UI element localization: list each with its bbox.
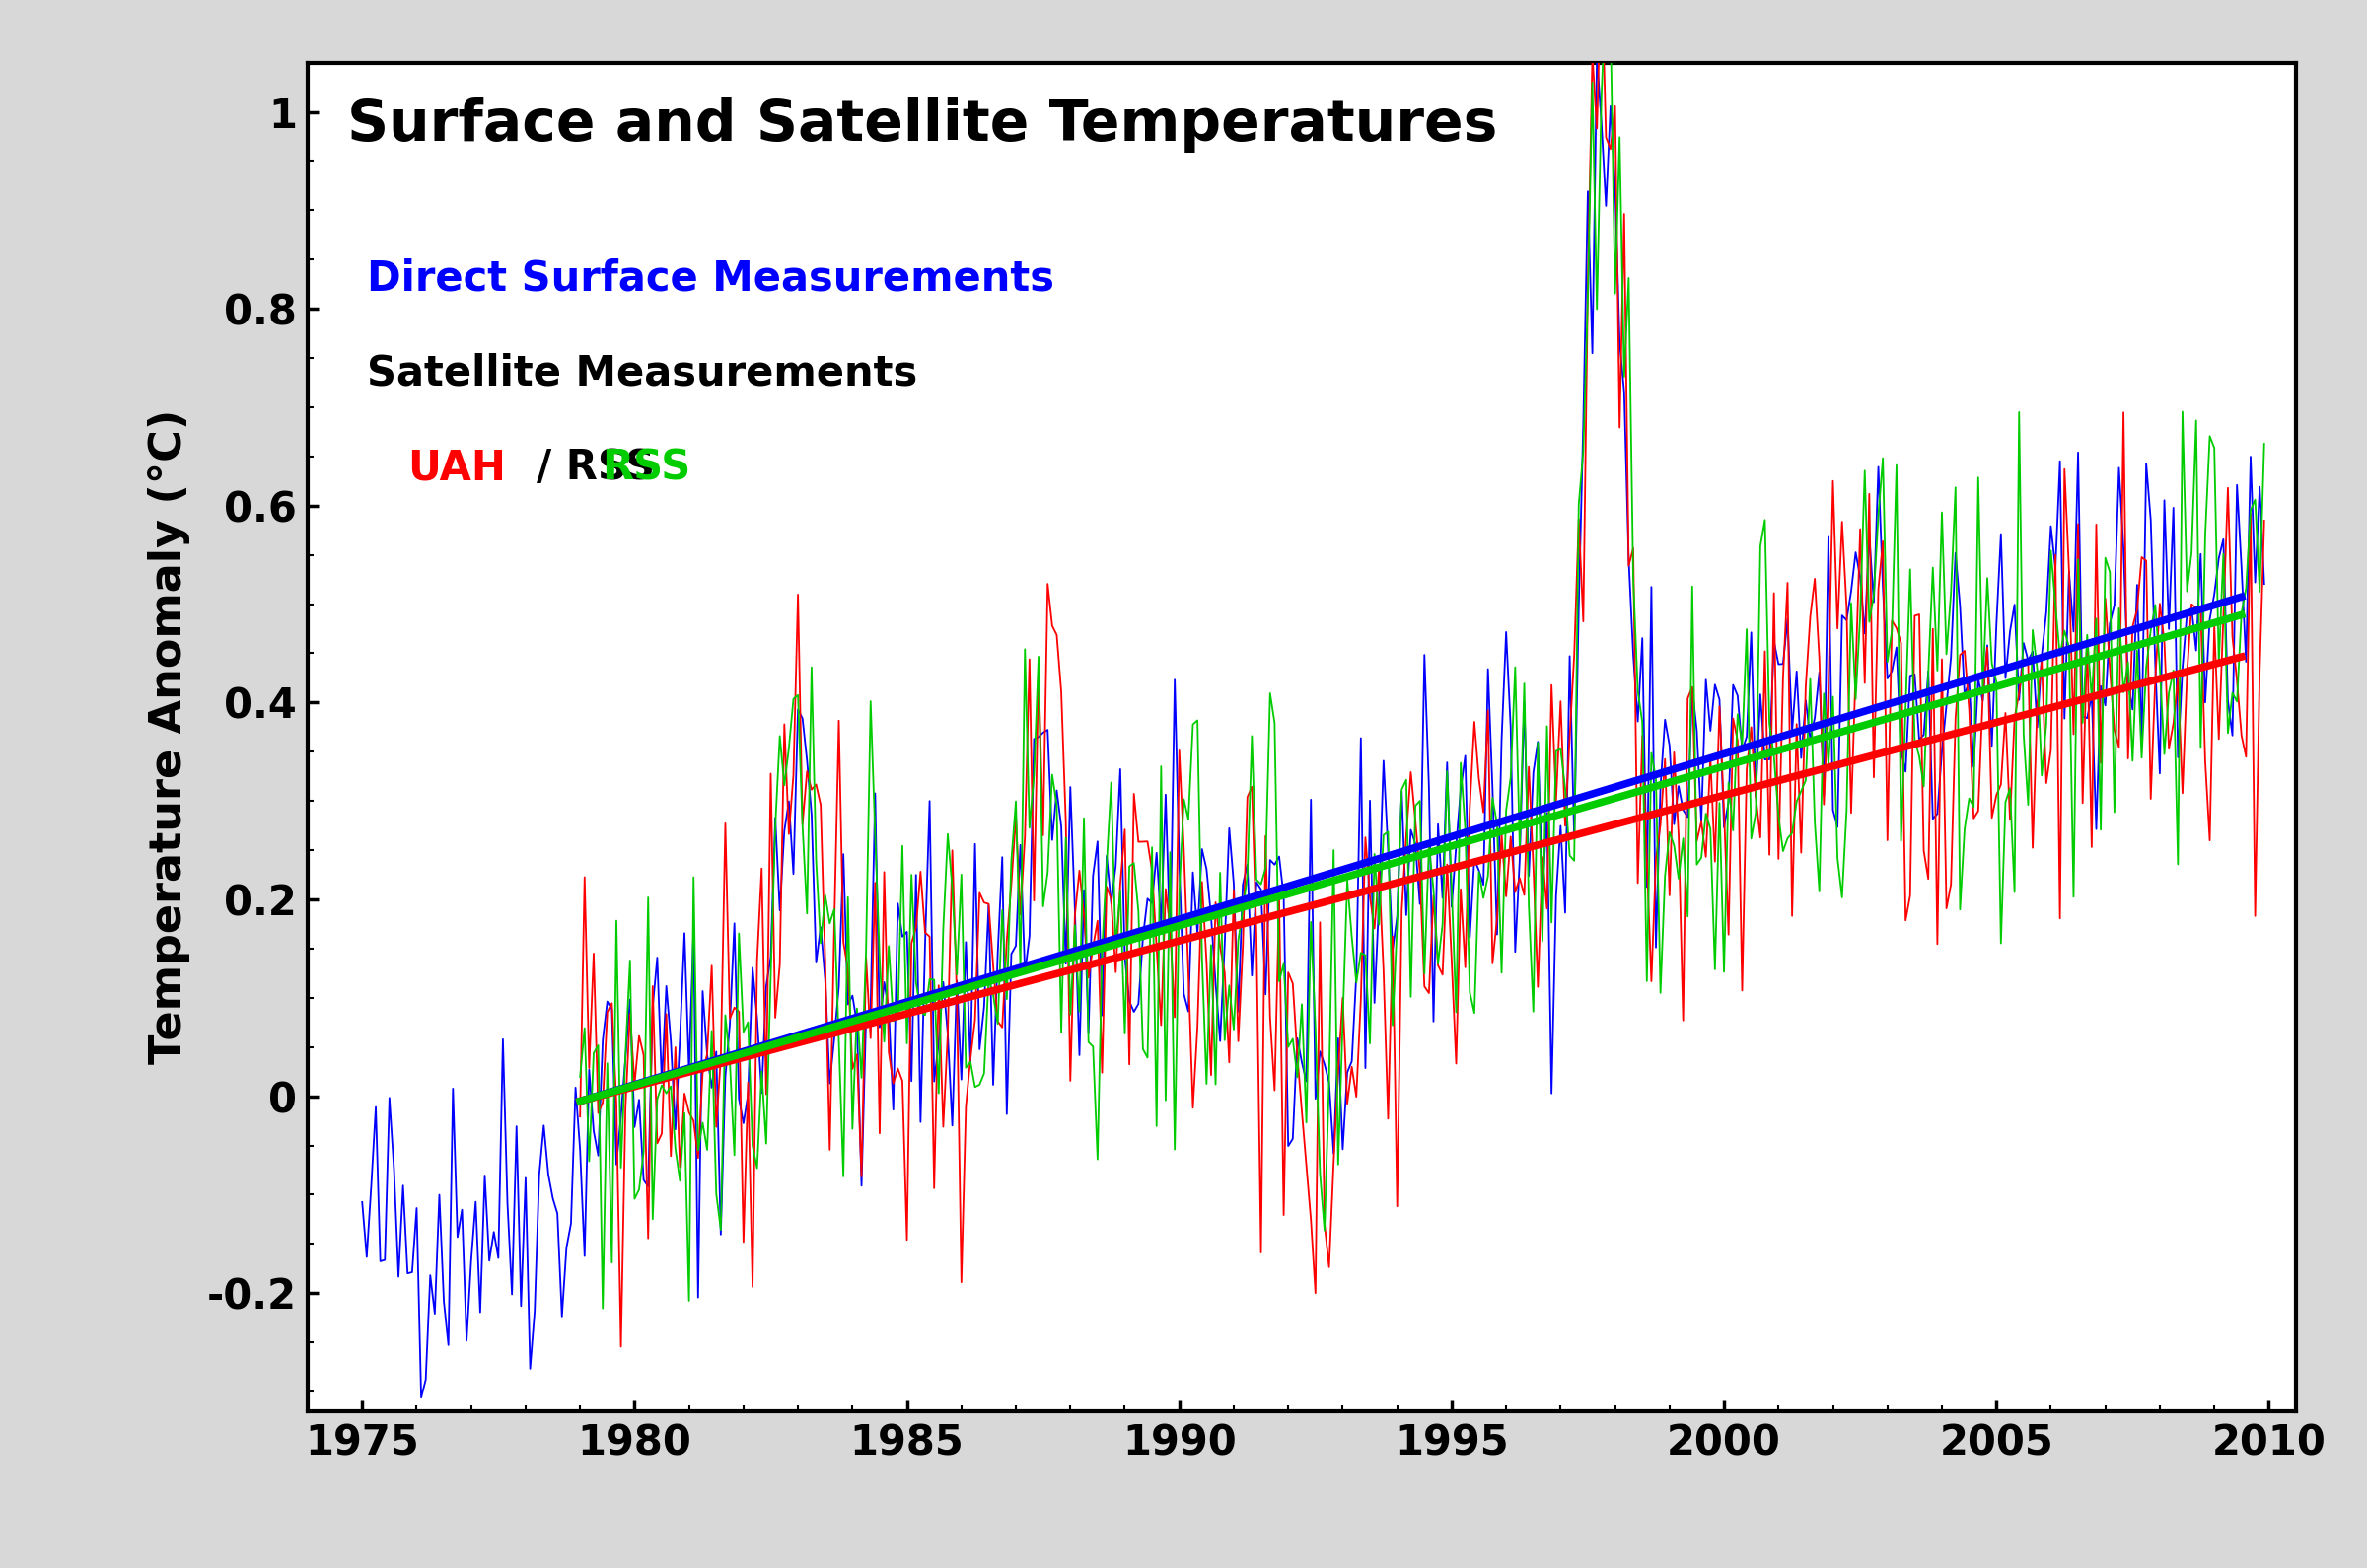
Y-axis label: Temperature Anomaly (°C): Temperature Anomaly (°C)	[149, 409, 192, 1065]
Text: Satellite Measurements: Satellite Measurements	[367, 353, 918, 394]
Text: / RSS: / RSS	[537, 447, 656, 489]
Text: RSS: RSS	[601, 447, 691, 489]
Text: UAH: UAH	[407, 447, 507, 489]
Text: Surface and Satellite Temperatures: Surface and Satellite Temperatures	[348, 97, 1498, 152]
Text: Direct Surface Measurements: Direct Surface Measurements	[367, 259, 1056, 299]
